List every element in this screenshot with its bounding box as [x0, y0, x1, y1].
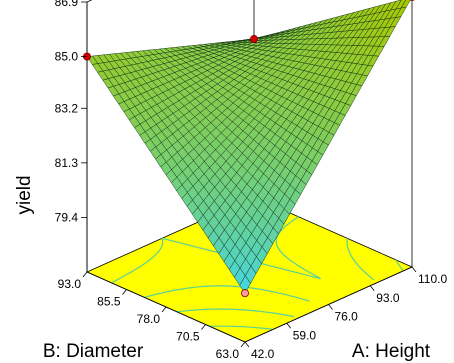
y-axis-title: B: Diameter [43, 341, 144, 362]
x-tick-mark [369, 285, 375, 291]
y-tick-mark [240, 341, 246, 348]
y-tick-mark [161, 306, 167, 313]
x-tick-mark [286, 323, 292, 329]
y-tick-mark [122, 289, 127, 295]
x-tick-label: 93.0 [376, 291, 400, 305]
design-point [409, 0, 415, 1]
axis-ticks: 79.4 81.3 83.2 85.0 86.9 42.0 59.0 76.0 93.0 110.… [55, 0, 448, 361]
z-tick-label: 81.3 [55, 156, 79, 170]
y-tick-label: 70.5 [176, 330, 200, 344]
y-tick-label: 63.0 [216, 347, 240, 361]
x-tick-mark [328, 304, 333, 310]
y-tick-label: 78.0 [137, 312, 161, 326]
y-tick-mark [82, 271, 88, 278]
z-tick-label: 86.9 [55, 0, 79, 9]
z-tick-label: 79.4 [55, 210, 79, 224]
x-tick-label: 59.0 [293, 328, 317, 342]
floor-contour [209, 325, 273, 330]
z-axis-title: yield [14, 175, 35, 214]
x-tick-mark [244, 341, 250, 348]
y-tick-mark [201, 324, 206, 330]
design-point [240, 289, 249, 298]
y-tick-label: 85.5 [97, 295, 121, 309]
floor-contour [144, 285, 310, 302]
floor-contour [395, 259, 404, 271]
x-tick-label: 76.0 [335, 310, 359, 324]
x-axis-title: A: Height [352, 341, 431, 362]
z-tick-label: 83.2 [55, 101, 79, 115]
design-point [249, 35, 258, 44]
y-tick-label: 93.0 [58, 277, 82, 291]
z-tick-label: 85.0 [55, 50, 79, 64]
surface-cell [239, 275, 251, 294]
floor-contour [111, 216, 321, 284]
x-tick-label: 110.0 [418, 272, 447, 286]
response-surface [86, 0, 411, 294]
floor-contour [346, 238, 375, 281]
box-edge [86, 0, 93, 3]
x-tick-mark [411, 266, 417, 273]
x-tick-label: 42.0 [251, 347, 275, 361]
floor-contour [176, 308, 295, 318]
